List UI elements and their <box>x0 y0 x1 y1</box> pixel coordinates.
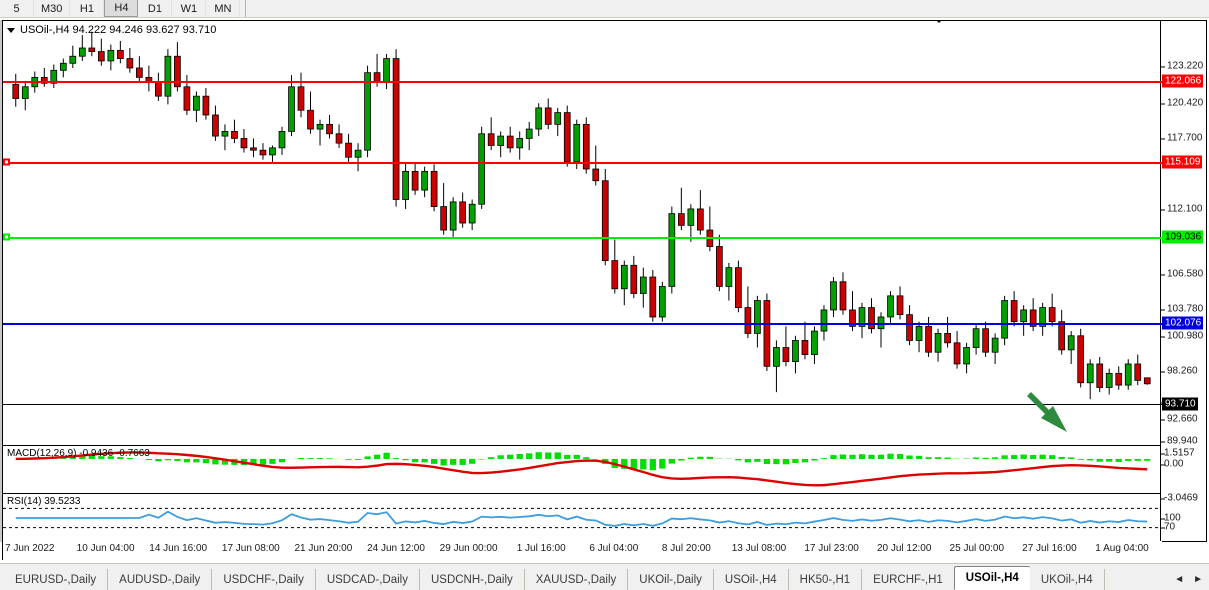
price-axis-tag-pivot-1[interactable]: 102.076 <box>1162 316 1204 330</box>
chart-tab-usdcnh-daily[interactable]: USDCNH-,Daily <box>420 569 525 590</box>
time-axis-tick: 17 Jun 08:00 <box>221 543 280 554</box>
chart-tab-ukoil-daily[interactable]: UKOil-,Daily <box>628 569 714 590</box>
rsi-label: RSI(14) 39.5233 <box>7 496 81 507</box>
timeframe-button-w1[interactable]: W1 <box>172 0 207 17</box>
price-level-handle-resistance-2[interactable] <box>3 158 10 166</box>
price-axis-tag-support-1[interactable]: 109.036 <box>1162 230 1204 244</box>
chart-left-edge-strip <box>0 20 2 542</box>
chart-symbol-ohlc-label: USOil-,H4 94.222 94.246 93.627 93.710 <box>20 24 217 36</box>
toolbar-separator <box>240 0 247 17</box>
time-axis-tick: 17 Jul 23:00 <box>804 543 859 554</box>
time-scale-axis[interactable]: 7 Jun 2022 10 Jun 04:00 14 Jun 16:00 17 Jun… <box>2 542 1207 560</box>
chart-tab-usdchf-daily[interactable]: USDCHF-,Daily <box>212 569 316 590</box>
price-axis-tick: 112.100 <box>1161 204 1202 215</box>
timeframe-button-d1[interactable]: D1 <box>138 0 173 17</box>
price-level-line-current-price <box>3 404 1162 405</box>
chart-tab-audusd-daily[interactable]: AUDUSD-,Daily <box>108 569 213 590</box>
macd-axis-tick-zero: 0.00 <box>1160 458 1184 470</box>
chart-tabs-list: EURUSD-,Daily AUDUSD-,Daily USDCHF-,Daily U… <box>0 564 1170 590</box>
time-axis-tick: 14 Jun 16:00 <box>149 543 208 554</box>
macd-label: MACD(12,26,9) -0.9436 -0.7663 <box>7 448 150 459</box>
chart-tab-eurusd-daily[interactable]: EURUSD-,Daily <box>4 569 109 590</box>
rsi-indicator-pane[interactable]: RSI(14) 39.5233 <box>3 493 1162 542</box>
chart-tab-usoil-h4[interactable]: USOil-,H4 <box>714 569 789 590</box>
chart-tab-ukoil-h4[interactable]: UKOil-,H4 <box>1030 569 1105 590</box>
price-axis-tick: 106.580 <box>1161 269 1203 280</box>
price-axis-tick: 98.260 <box>1161 366 1198 377</box>
rsi-axis-tick-70: 70 <box>1159 521 1176 533</box>
time-axis-tick: 1 Aug 04:00 <box>1095 543 1149 554</box>
time-axis-tick: 27 Jul 16:00 <box>1022 543 1077 554</box>
timeframe-button-m5[interactable]: 5 <box>0 0 34 17</box>
time-axis-tick: 24 Jun 12:00 <box>367 543 425 554</box>
price-axis-tick: 123.220 <box>1161 61 1203 72</box>
price-axis-tick: 117.700 <box>1161 133 1202 144</box>
chart-symbol-header[interactable]: USOil-,H4 94.222 94.246 93.627 93.710 <box>7 24 216 36</box>
timeframe-toolbar: 5 M30 H1 H4 D1 W1 MN <box>0 0 1209 18</box>
macd-axis-tick-min: -3.0469 <box>1161 492 1198 504</box>
price-level-handle-support-1[interactable] <box>3 233 10 241</box>
chart-tab-usdcad-daily[interactable]: USDCAD-,Daily <box>316 569 420 590</box>
tabs-scroll-left-icon[interactable]: ◄ <box>1174 573 1185 585</box>
time-axis-tick: 8 Jul 20:00 <box>661 543 711 554</box>
chart-tabs-nav: ◄ ► <box>1170 569 1209 590</box>
time-axis-tick: 10 Jun 04:00 <box>76 543 135 554</box>
chevron-down-icon[interactable] <box>7 27 15 33</box>
timeframe-button-m30[interactable]: M30 <box>34 0 71 17</box>
price-level-line-support-1[interactable] <box>3 237 1162 239</box>
price-axis-tag-resistance-1[interactable]: 122.066 <box>1162 74 1204 88</box>
timeframe-button-h4[interactable]: H4 <box>104 0 139 17</box>
price-scale-axis[interactable]: 123.220 120.420 117.700 112.100 106.580 … <box>1159 21 1206 563</box>
candlestick-series <box>12 31 1151 400</box>
time-axis-tick: 21 Jun 20:00 <box>294 543 353 554</box>
time-axis-tick: 6 Jul 04:00 <box>589 543 639 554</box>
rsi-plot <box>3 507 1162 529</box>
time-axis-tick: 1 Jul 16:00 <box>516 543 566 554</box>
timeframe-button-h1[interactable]: H1 <box>70 0 105 17</box>
price-level-line-resistance-1[interactable] <box>3 81 1162 83</box>
chart-top-time-marker-icon <box>932 21 946 23</box>
price-axis-tick: 89.940 <box>1161 436 1198 447</box>
price-axis-tick: 100.980 <box>1161 331 1203 342</box>
price-axis-tick: 103.780 <box>1161 304 1203 315</box>
chart-frame: USOil-,H4 94.222 94.246 93.627 93.710 MA… <box>2 20 1207 563</box>
price-pane[interactable]: USOil-,H4 94.222 94.246 93.627 93.710 <box>3 21 1162 445</box>
tabs-scroll-right-icon[interactable]: ► <box>1193 573 1203 585</box>
chart-tab-hk50-h1[interactable]: HK50-,H1 <box>789 569 863 590</box>
toolbar-empty-area <box>246 0 1209 17</box>
time-axis-tick: 7 Jun 2022 <box>5 543 55 554</box>
price-axis-tag-current-price: 93.710 <box>1162 397 1198 411</box>
chart-tab-usoil-h4[interactable]: USOil-,H4 <box>953 566 1030 590</box>
price-level-line-resistance-2[interactable] <box>3 162 1162 164</box>
chart-tab-xauusd-daily[interactable]: XAUUSD-,Daily <box>525 569 629 590</box>
time-axis-tick: 13 Jul 08:00 <box>731 543 787 554</box>
price-axis-tag-resistance-2[interactable]: 115.109 <box>1162 155 1203 169</box>
down-arrow-annotation-icon[interactable] <box>1024 389 1070 435</box>
chart-tabs-bar: EURUSD-,Daily AUDUSD-,Daily USDCHF-,Daily U… <box>0 563 1209 590</box>
price-level-line-pivot-1[interactable] <box>3 323 1162 325</box>
chart-tab-eurchf-h1[interactable]: EURCHF-,H1 <box>873 573 943 586</box>
macd-indicator-pane[interactable]: MACD(12,26,9) -0.9436 -0.7663 <box>3 445 1162 493</box>
time-axis-tick: 25 Jul 00:00 <box>949 543 1005 554</box>
price-axis-tick: 120.420 <box>1161 98 1203 109</box>
time-axis-tick: 29 Jun 00:00 <box>439 543 498 554</box>
macd-plot <box>15 451 1151 487</box>
rsi-axis-tick-100: 100 <box>1161 512 1181 524</box>
timeframe-button-mn[interactable]: MN <box>206 0 241 17</box>
price-axis-tick: 92.660 <box>1161 414 1198 425</box>
time-axis-tick: 20 Jul 12:00 <box>876 543 932 554</box>
macd-axis-tick-max: 1.5157 <box>1161 447 1195 459</box>
